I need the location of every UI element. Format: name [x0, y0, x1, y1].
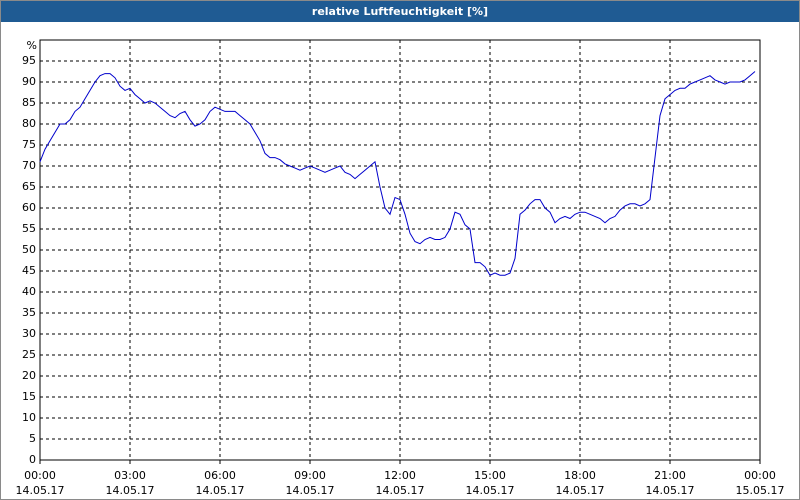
title-bar: relative Luftfeuchtigkeit [%]: [1, 1, 799, 22]
y-tick-label: 70: [22, 159, 36, 172]
y-tick-label: 10: [22, 411, 36, 424]
y-tick-label: 5: [29, 432, 36, 445]
y-tick-label: 85: [22, 96, 36, 109]
data-line: [39, 71, 756, 276]
y-tick-label: 95: [22, 54, 36, 67]
x-tick-label: 00:00 14.05.17: [15, 469, 65, 497]
y-tick-label: 25: [22, 348, 36, 361]
y-tick-label: 20: [22, 369, 36, 382]
x-tick-label: 09:00 14.05.17: [285, 469, 335, 497]
y-tick-label: 50: [22, 243, 36, 256]
y-tick-label: 30: [22, 327, 36, 340]
y-tick-label: 55: [22, 222, 36, 235]
y-tick-label: 90: [22, 75, 36, 88]
x-tick-label: 15:00 14.05.17: [465, 469, 515, 497]
x-tick-label: 18:00 14.05.17: [555, 469, 605, 497]
x-tick-label: 00:00 15.05.17: [735, 469, 785, 497]
y-unit: %: [27, 39, 37, 52]
y-tick-label: 35: [22, 306, 36, 319]
y-tick-label: 0: [29, 453, 36, 466]
y-tick-label: 80: [22, 117, 36, 130]
y-tick-label: 60: [22, 201, 36, 214]
x-tick-label: 21:00 14.05.17: [645, 469, 695, 497]
y-tick-label: 45: [22, 264, 36, 277]
y-tick-label: 40: [22, 285, 36, 298]
x-tick-label: 03:00 14.05.17: [105, 469, 155, 497]
plot-border: [39, 39, 761, 461]
y-tick-label: 65: [22, 180, 36, 193]
y-tick-label: 75: [22, 138, 36, 151]
x-tick-label: 12:00 14.05.17: [375, 469, 425, 497]
y-tick-label: 15: [22, 390, 36, 403]
x-tick-label: 06:00 14.05.17: [195, 469, 245, 497]
